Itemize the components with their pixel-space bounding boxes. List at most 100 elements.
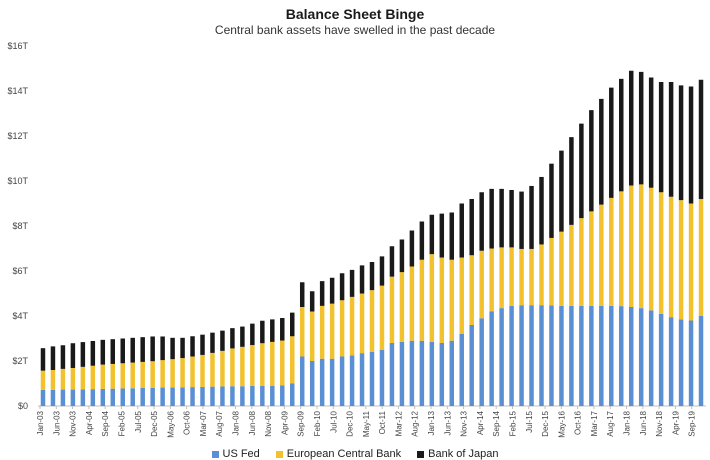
bar-boj (180, 337, 185, 359)
bar-ecb (419, 259, 425, 341)
bar-boj (349, 269, 355, 297)
y-tick-label: $14T (7, 86, 28, 96)
chart-title: Balance Sheet Binge (285, 6, 425, 22)
x-tick-label: Nov-03 (69, 410, 78, 436)
x-tick-label: Feb-15 (508, 410, 517, 436)
legend-item-us-fed: US Fed (211, 448, 260, 460)
bar-boj (399, 239, 405, 273)
bar-ecb (589, 211, 594, 306)
bar-us-fed (509, 305, 514, 407)
bar-ecb (339, 300, 345, 357)
bar-boj (190, 336, 195, 357)
bar-boj (270, 319, 275, 342)
y-tick-label: $4T (12, 311, 28, 321)
bar-boj (220, 330, 225, 351)
bar-us-fed (160, 387, 165, 406)
x-tick-label: Mar-12 (394, 410, 403, 436)
y-tick-label: $10T (7, 176, 28, 186)
bar-boj (50, 346, 56, 371)
bar-boj (429, 214, 435, 255)
bar-ecb (459, 257, 464, 334)
bar-ecb (60, 368, 66, 390)
x-tick-label: Nov-13 (460, 410, 469, 436)
bar-ecb (539, 244, 544, 306)
bar-boj (549, 163, 554, 238)
bar-ecb (529, 248, 534, 306)
bar-us-fed (429, 341, 435, 407)
bar-boj (648, 77, 654, 188)
bar-ecb (40, 370, 46, 390)
bar-ecb (100, 364, 106, 389)
bar-ecb (409, 266, 415, 341)
bar-boj (40, 348, 46, 371)
bar-boj (479, 192, 484, 251)
bar-boj (230, 328, 235, 349)
bar-us-fed (569, 305, 574, 407)
bar-ecb (509, 247, 514, 306)
bar-us-fed (270, 385, 275, 406)
bar-boj (250, 323, 255, 346)
bar-ecb (309, 311, 315, 361)
x-tick-label: Aug-17 (606, 410, 615, 436)
bar-boj (658, 82, 664, 193)
bar-ecb (549, 237, 554, 306)
bar-ecb (260, 343, 265, 386)
bar-ecb (170, 359, 175, 388)
bar-us-fed (110, 388, 116, 406)
stacked-bar-chart: $0 $2T $4T $6T $8T $10T $12T $14T $16T Jan-03 Jun-… (7, 41, 706, 438)
bar-us-fed (688, 320, 694, 406)
bar-boj (628, 70, 634, 186)
bar-boj (688, 86, 694, 204)
bar-boj (60, 345, 66, 369)
bar-boj (200, 334, 205, 355)
bar-us-fed (170, 387, 175, 406)
bar-ecb (628, 185, 634, 307)
x-tick-label: Feb-10 (313, 410, 322, 436)
bar-us-fed (359, 353, 365, 407)
bar-us-fed (200, 386, 205, 407)
bar-boj (70, 343, 76, 368)
y-tick-label: $6T (12, 266, 28, 276)
bar-boj (160, 336, 165, 361)
bar-us-fed (599, 305, 604, 407)
bar-ecb (688, 203, 694, 321)
bar-boj (280, 318, 285, 341)
bar-us-fed (250, 385, 255, 406)
bar-us-fed (60, 389, 66, 406)
chart-subtitle: Central bank assets have swelled in the … (214, 23, 496, 37)
bar-ecb (469, 255, 474, 325)
bar-boj (509, 190, 514, 248)
bar-ecb (130, 362, 135, 389)
bar-us-fed (70, 389, 76, 406)
bar-us-fed (339, 356, 345, 406)
bar-boj (459, 203, 464, 258)
x-tick-label: Jun-08 (248, 410, 257, 435)
legend-label: US Fed (222, 448, 260, 460)
bar-us-fed (299, 356, 305, 406)
bar-us-fed (220, 386, 225, 406)
bar-ecb (319, 305, 325, 359)
x-tick-label: Sep-04 (101, 410, 110, 436)
bar-us-fed (309, 361, 315, 406)
bar-us-fed (90, 389, 96, 407)
bar-boj (309, 291, 315, 312)
x-tick-label: Sep-09 (297, 410, 306, 436)
bar-boj (499, 188, 504, 248)
x-tick-label: Jan-13 (427, 410, 436, 435)
bar-us-fed (240, 386, 245, 406)
bar-boj (599, 98, 604, 205)
bar-us-fed (519, 305, 524, 406)
bar-boj (80, 342, 86, 367)
bar-boj (469, 199, 474, 256)
x-tick-label: Apr-04 (85, 410, 94, 435)
bar-ecb (210, 352, 215, 387)
x-tick-label: Jun-18 (639, 410, 648, 435)
bar-us-fed (260, 385, 265, 406)
bar-boj (260, 320, 265, 344)
bar-ecb (609, 197, 614, 306)
bar-boj (110, 339, 116, 364)
x-tick-label: Apr-14 (476, 410, 485, 435)
bar-us-fed (409, 340, 415, 406)
bar-ecb (599, 204, 604, 306)
x-tick-label: May-06 (166, 410, 175, 437)
